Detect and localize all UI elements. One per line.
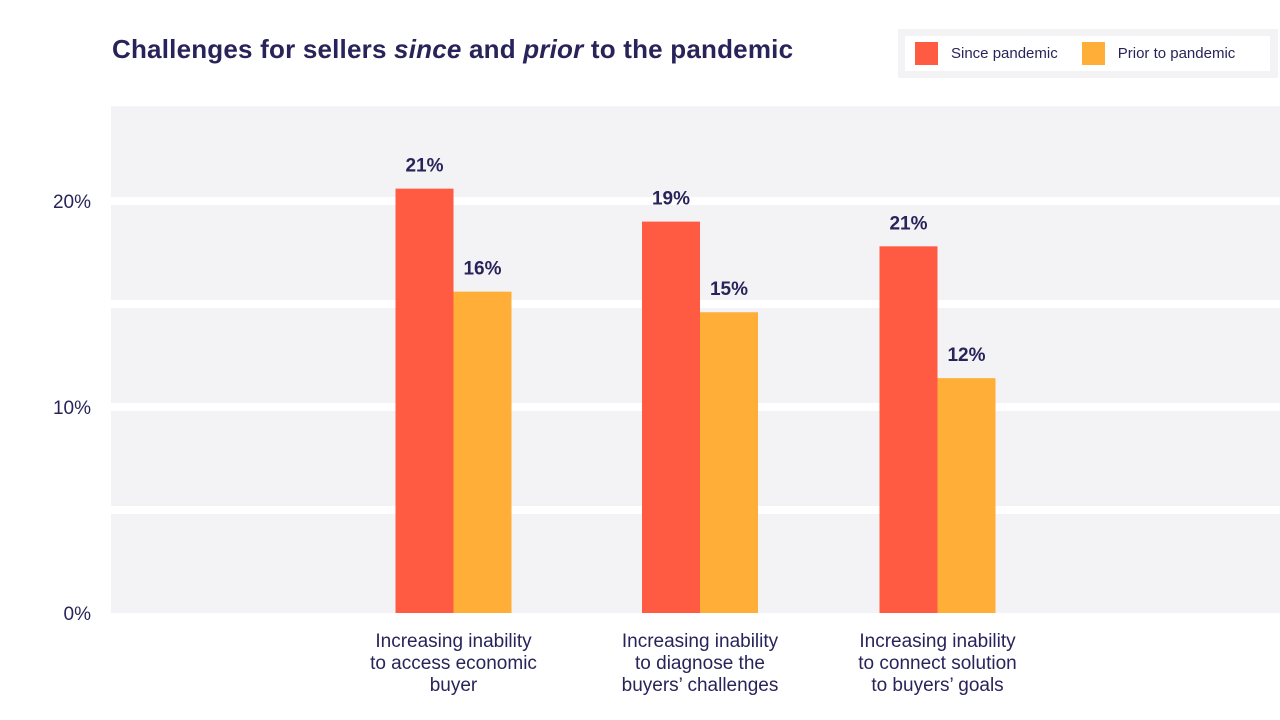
gridline <box>111 197 1280 205</box>
data-label: 21% <box>405 156 443 177</box>
y-tick-label: 0% <box>64 604 92 625</box>
data-label: 12% <box>947 345 985 366</box>
x-tick-label: Increasing inability <box>622 631 779 652</box>
x-tick-label: to buyers’ goals <box>871 675 1003 696</box>
x-tick-label: to diagnose the <box>635 653 765 674</box>
legend-item-prior: Prior to pandemic <box>1081 42 1236 65</box>
data-label: 21% <box>889 213 927 234</box>
data-label: 16% <box>463 259 501 280</box>
legend-label-since: Since pandemic <box>951 45 1058 62</box>
bar-prior <box>937 378 996 613</box>
legend-label-prior: Prior to pandemic <box>1117 45 1236 62</box>
data-label: 19% <box>652 189 690 210</box>
y-tick-label: 10% <box>53 398 91 419</box>
x-tick-label: Increasing inability <box>859 631 1016 652</box>
x-tick-label: Increasing inability <box>375 631 532 652</box>
x-tick-label: to access economic <box>370 653 537 674</box>
legend: Since pandemic Prior to pandemic <box>898 29 1278 78</box>
bar-since <box>395 188 454 613</box>
y-tick-label: 20% <box>53 192 91 213</box>
x-tick-label: to connect solution <box>858 653 1016 674</box>
x-tick-label: buyers’ challenges <box>622 675 779 696</box>
legend-swatch-prior <box>1081 42 1105 65</box>
bar-prior <box>453 291 512 613</box>
bar-since <box>879 246 938 613</box>
chart-title: Challenges for sellers since and prior t… <box>112 34 794 64</box>
legend-item-since: Since pandemic <box>915 42 1058 65</box>
legend-swatch-since <box>915 42 938 65</box>
data-label: 15% <box>710 279 748 300</box>
bar-prior <box>700 312 758 613</box>
bar-since <box>642 221 700 613</box>
x-tick-label: buyer <box>430 675 478 696</box>
